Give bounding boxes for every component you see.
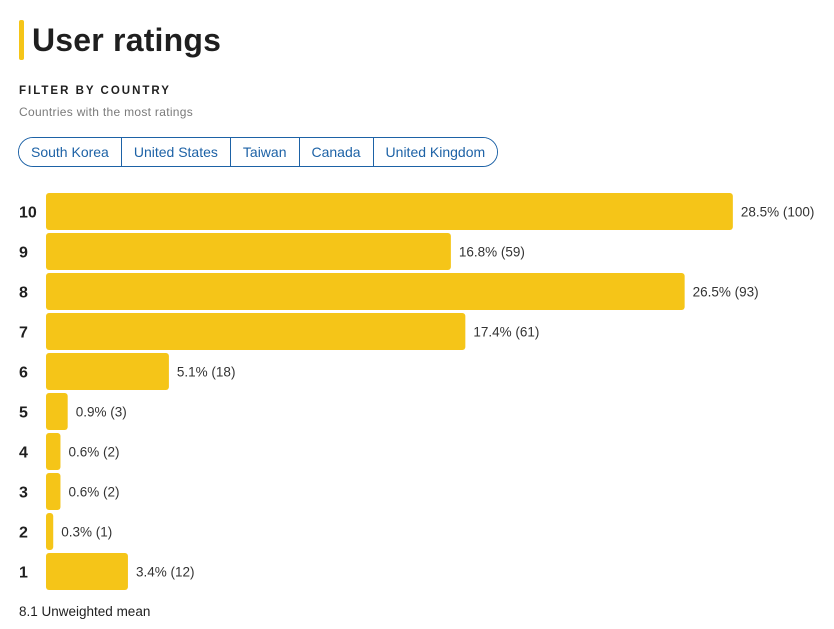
rating-value-5: 0.9% (3) bbox=[76, 405, 127, 420]
rating-bar-4[interactable] bbox=[46, 433, 61, 470]
rating-value-4: 0.6% (2) bbox=[68, 445, 119, 460]
rating-label-8: 8 bbox=[19, 285, 28, 302]
rating-bar-7[interactable] bbox=[46, 313, 466, 350]
rating-label-1: 1 bbox=[19, 565, 28, 582]
page-title: User ratings bbox=[32, 22, 222, 58]
rating-bar-5[interactable] bbox=[46, 393, 68, 430]
rating-bar-1[interactable] bbox=[46, 553, 128, 590]
rating-value-7: 17.4% (61) bbox=[473, 325, 539, 340]
rating-label-5: 5 bbox=[19, 405, 28, 422]
rating-bar-2[interactable] bbox=[46, 513, 54, 550]
filter-subtitle: Countries with the most ratings bbox=[19, 105, 194, 119]
rating-label-9: 9 bbox=[19, 245, 28, 262]
country-filter-group: South Korea United States Taiwan Canada … bbox=[18, 137, 499, 167]
rating-value-8: 26.5% (93) bbox=[693, 285, 759, 300]
rating-bar-8[interactable] bbox=[46, 273, 685, 310]
unweighted-mean: 8.1 Unweighted mean bbox=[19, 604, 151, 619]
rating-value-2: 0.3% (1) bbox=[61, 525, 112, 540]
country-chip-south-korea[interactable]: South Korea bbox=[19, 138, 122, 166]
title-accent-bar bbox=[19, 20, 24, 60]
country-chip-united-states[interactable]: United States bbox=[121, 138, 231, 166]
country-chip-canada[interactable]: Canada bbox=[299, 138, 374, 166]
rating-value-6: 5.1% (18) bbox=[177, 365, 236, 380]
rating-label-3: 3 bbox=[19, 485, 28, 502]
rating-label-2: 2 bbox=[19, 525, 28, 542]
filter-heading: FILTER BY COUNTRY bbox=[19, 85, 171, 97]
rating-label-10: 10 bbox=[19, 205, 37, 222]
rating-value-1: 3.4% (12) bbox=[136, 565, 195, 580]
rating-bar-9[interactable] bbox=[46, 233, 451, 270]
rating-value-9: 16.8% (59) bbox=[459, 245, 525, 260]
country-chip-united-kingdom[interactable]: United Kingdom bbox=[373, 138, 498, 166]
rating-value-10: 28.5% (100) bbox=[741, 205, 815, 220]
rating-bar-10[interactable] bbox=[46, 193, 733, 230]
title-block: User ratings bbox=[19, 20, 221, 60]
rating-label-4: 4 bbox=[19, 445, 28, 462]
rating-value-3: 0.6% (2) bbox=[68, 485, 119, 500]
country-chip-taiwan[interactable]: Taiwan bbox=[230, 138, 300, 166]
rating-label-7: 7 bbox=[19, 325, 28, 342]
rating-bar-6[interactable] bbox=[46, 353, 169, 390]
rating-bar-3[interactable] bbox=[46, 473, 61, 510]
rating-label-6: 6 bbox=[19, 365, 28, 382]
